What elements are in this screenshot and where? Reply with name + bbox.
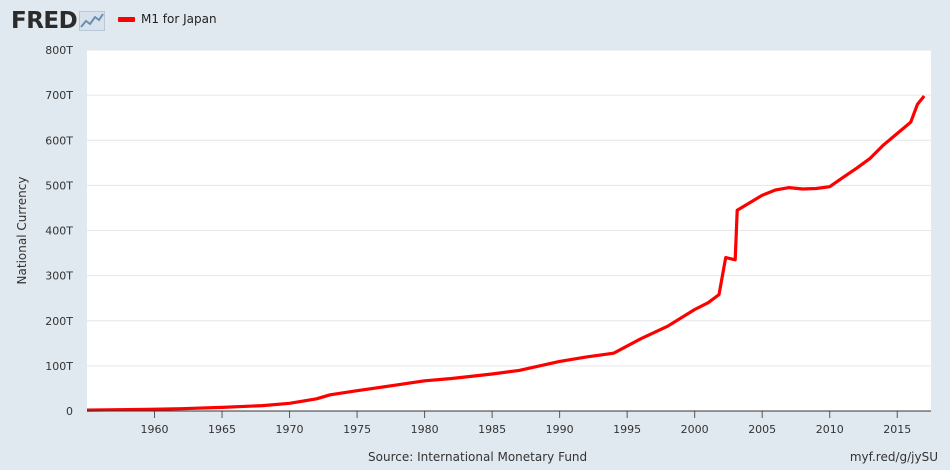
- x-tick-label: 1995: [613, 423, 641, 436]
- x-axis-ticks: 1960 1965 1970 1975 1980 1985 1990 1995 2000 2005…: [141, 411, 911, 436]
- x-tick-label: 1970: [276, 423, 304, 436]
- footer-source: Source: International Monetary Fund: [368, 450, 588, 464]
- x-tick-label: 1965: [208, 423, 236, 436]
- y-tick-label: 800T: [45, 44, 73, 57]
- y-tick-label: 200T: [45, 315, 73, 328]
- y-tick-label: 300T: [45, 270, 73, 283]
- y-tick-label: 100T: [45, 360, 73, 373]
- series-line-m1-japan: [86, 94, 926, 412]
- header: FRED M1 for Japan: [0, 0, 950, 40]
- y-tick-label: 600T: [45, 134, 73, 147]
- gridlines: [87, 49, 931, 367]
- footer-url[interactable]: myf.red/g/jySU: [849, 450, 938, 464]
- y-tick-label: 0: [66, 405, 73, 418]
- legend-swatch: [118, 16, 135, 22]
- x-tick-label: 2000: [681, 423, 709, 436]
- x-tick-label: 1985: [478, 423, 506, 436]
- x-tick-label: 1990: [546, 423, 574, 436]
- x-tick-label: 2005: [748, 423, 776, 436]
- x-tick-label: 1975: [343, 423, 371, 436]
- y-tick-label: 500T: [45, 179, 73, 192]
- fred-logo-text: FRED: [11, 7, 78, 34]
- x-tick-label: 2010: [816, 423, 844, 436]
- legend: M1 for Japan: [118, 10, 217, 28]
- y-tick-label: 700T: [45, 89, 73, 102]
- y-tick-label: 400T: [45, 225, 73, 238]
- fred-logo[interactable]: FRED: [11, 6, 106, 36]
- x-tick-label: 1980: [411, 423, 439, 436]
- legend-label: M1 for Japan: [141, 12, 217, 26]
- fred-graph-icon: [79, 11, 106, 31]
- x-tick-label: 1960: [141, 423, 169, 436]
- y-axis-ticks: 0 100T 200T 300T 400T 500T 600T 700T 800T: [45, 44, 73, 418]
- x-tick-label: 2015: [883, 423, 911, 436]
- y-axis-title: National Currency: [15, 177, 29, 285]
